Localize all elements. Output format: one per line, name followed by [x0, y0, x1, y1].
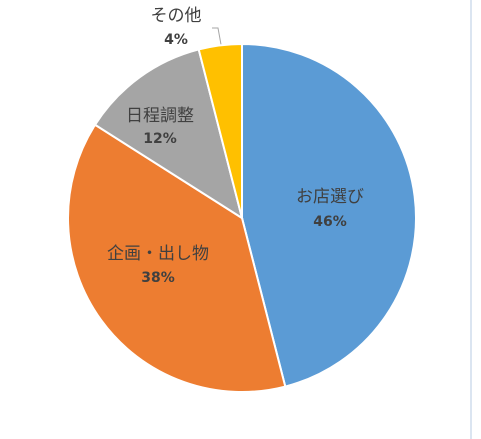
value-label: 12% [143, 131, 177, 147]
category-label: お店選び [296, 187, 364, 207]
value-label: 38% [141, 270, 175, 286]
pie-slice [67, 123, 287, 393]
category-label: 日程調整 [126, 106, 194, 126]
pie-slice [197, 42, 243, 219]
value-label: 4% [164, 32, 188, 48]
pie-slice [93, 48, 244, 221]
leader-line [212, 27, 223, 51]
category-label: 企画・出し物 [107, 244, 209, 264]
category-label: その他 [151, 6, 202, 26]
pie-slice [241, 42, 417, 388]
value-label: 46% [313, 214, 347, 230]
